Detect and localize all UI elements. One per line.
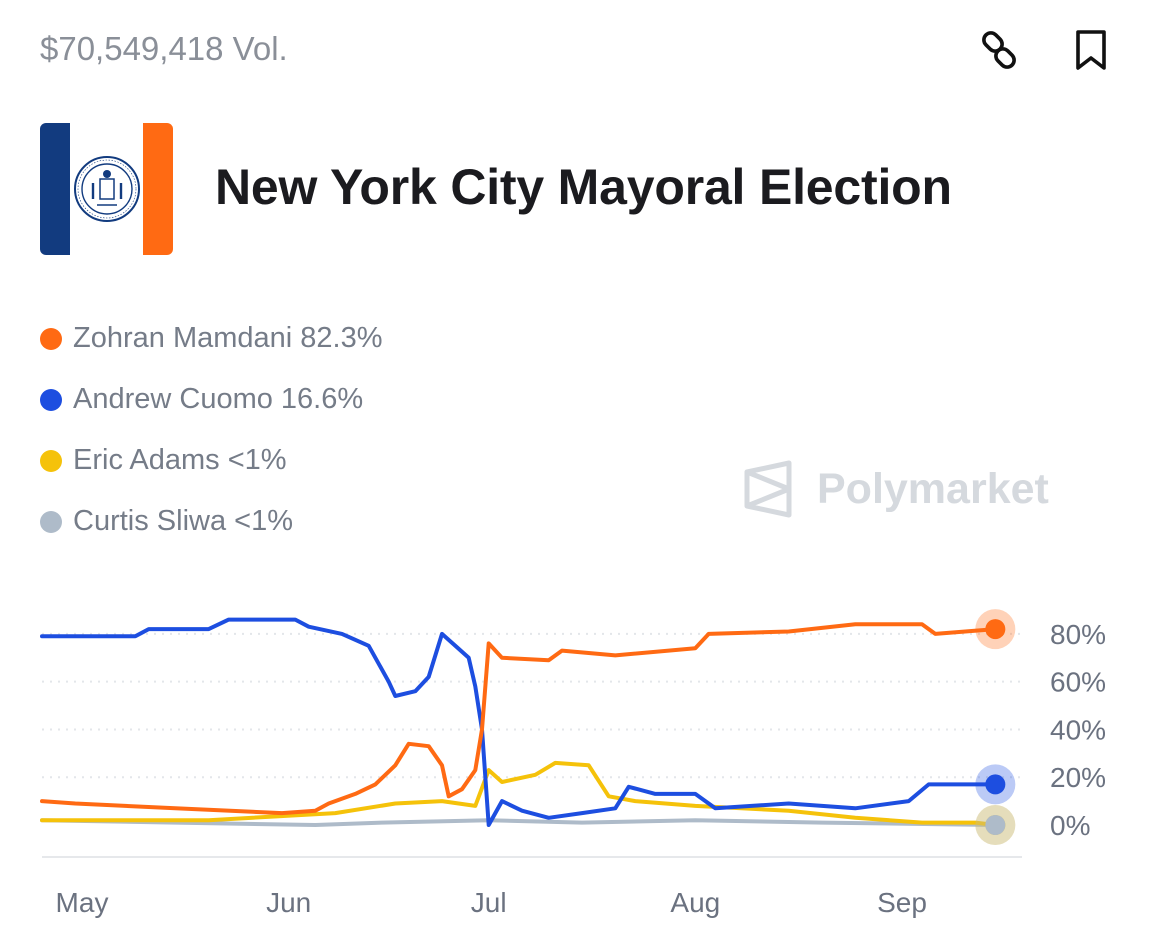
series-line-andrew-cuomo — [40, 617, 998, 827]
x-tick-label: Jul — [471, 887, 507, 918]
legend-label: Zohran Mamdani 82.3% — [73, 322, 383, 354]
legend-label: Curtis Sliwa <1% — [73, 505, 293, 537]
x-tick-label: May — [56, 887, 109, 918]
endpoint-marker — [985, 619, 1006, 640]
y-tick-label: 40% — [1050, 714, 1106, 745]
legend-dot — [40, 449, 62, 472]
legend-label: Andrew Cuomo 16.6% — [73, 383, 364, 415]
flag-right-band — [143, 123, 173, 255]
legend-dot — [40, 327, 62, 350]
endpoint-marker — [985, 815, 1006, 835]
y-tick-label: 80% — [1050, 619, 1106, 650]
legend-label: Eric Adams <1% — [73, 444, 287, 476]
bookmark-icon[interactable] — [1073, 28, 1109, 72]
y-tick-label: 0% — [1050, 810, 1090, 841]
flag-left-band — [40, 123, 70, 255]
series-line-eric-adams — [40, 760, 998, 827]
legend-item: Curtis Sliwa <1% — [40, 491, 383, 552]
x-tick-label: Aug — [670, 887, 720, 918]
nyc-flag — [40, 123, 173, 255]
endpoint-marker — [985, 774, 1006, 795]
series-line-zohran-mamdani — [40, 622, 998, 816]
legend-item: Eric Adams <1% — [40, 430, 383, 491]
x-tick-label: Jun — [266, 887, 311, 918]
price-history-chart: 0% 20% 40% 60% 80% May Jun Jul Aug Sep — [40, 609, 1106, 918]
y-tick-label: 20% — [1050, 762, 1106, 793]
volume-label: $70,549,418 Vol. — [40, 30, 288, 67]
legend-dot — [40, 510, 62, 533]
watermark-text: Polymarket — [817, 464, 1049, 513]
legend-dot — [40, 388, 62, 411]
nyc-seal-icon — [70, 123, 143, 255]
chart-legend: Zohran Mamdani 82.3% Andrew Cuomo 16.6% … — [40, 308, 383, 552]
page-title: New York City Mayoral Election — [215, 159, 952, 215]
legend-item: Zohran Mamdani 82.3% — [40, 308, 383, 369]
x-tick-label: Sep — [877, 887, 927, 918]
link-icon[interactable] — [977, 28, 1021, 72]
polymarket-logo-icon — [744, 460, 792, 518]
y-tick-label: 60% — [1050, 667, 1106, 698]
legend-item: Andrew Cuomo 16.6% — [40, 369, 383, 430]
polymarket-watermark: Polymarket — [743, 460, 1049, 518]
